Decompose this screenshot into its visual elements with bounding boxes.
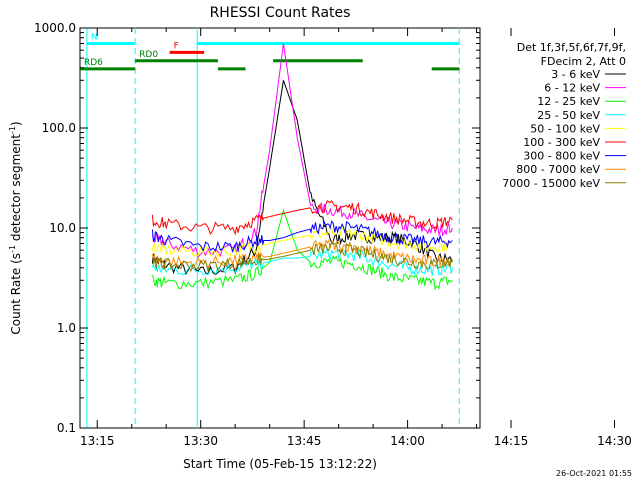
legend-entry-label: 12 - 25 keV bbox=[537, 95, 600, 108]
x-tick-label: 14:00 bbox=[390, 434, 425, 448]
flag-label-rd0: RD0 bbox=[139, 50, 158, 60]
legend: Det 1f,3f,5f,6f,7f,9f,FDecim 2, Att 03 -… bbox=[502, 41, 626, 190]
flag-label-f: F bbox=[174, 41, 179, 51]
series-line bbox=[151, 208, 453, 291]
series-line bbox=[151, 200, 453, 236]
y-tick-label: 1000.0 bbox=[34, 21, 76, 35]
legend-entry-label: 6 - 12 keV bbox=[544, 82, 600, 95]
x-tick-label: 13:15 bbox=[80, 434, 115, 448]
series-line bbox=[151, 219, 453, 254]
series-line bbox=[151, 238, 453, 270]
legend-entry-label: 800 - 7000 keV bbox=[516, 163, 600, 176]
flag-label-rd6: RD6 bbox=[84, 58, 103, 68]
x-tick-label: 13:30 bbox=[183, 434, 218, 448]
legend-header: FDecim 2, Att 0 bbox=[541, 55, 626, 68]
x-axis-label: Start Time (05-Feb-15 13:12:22) bbox=[183, 457, 377, 471]
flag-label-n: N bbox=[91, 32, 98, 42]
series-line bbox=[151, 225, 453, 259]
series-line bbox=[151, 80, 453, 276]
plot-frame bbox=[79, 27, 481, 429]
series-line bbox=[151, 241, 453, 273]
x-tick-label: 13:45 bbox=[287, 434, 322, 448]
y-tick-label: 10.0 bbox=[49, 221, 76, 235]
legend-header: Det 1f,3f,5f,6f,7f,9f, bbox=[517, 41, 626, 54]
legend-entry-label: 100 - 300 keV bbox=[523, 136, 600, 149]
y-axis-label: Count Rate (s-1 detector segment-1) bbox=[8, 121, 23, 334]
legend-entry-label: 3 - 6 keV bbox=[551, 68, 600, 81]
timestamp: 26-Oct-2021 01:55 bbox=[556, 469, 632, 478]
legend-entry-label: 7000 - 15000 keV bbox=[502, 177, 600, 190]
series-line bbox=[151, 43, 453, 258]
legend-entry-label: 300 - 800 keV bbox=[523, 150, 600, 163]
y-tick-label: 0.1 bbox=[57, 421, 76, 435]
y-tick-label: 1.0 bbox=[57, 321, 76, 335]
chart-title: RHESSI Count Rates bbox=[210, 5, 351, 21]
y-tick-label: 100.0 bbox=[42, 121, 76, 135]
legend-entry-label: 50 - 100 keV bbox=[530, 122, 600, 135]
x-tick-label: 14:15 bbox=[494, 434, 529, 448]
x-tick-label: 14:30 bbox=[597, 434, 632, 448]
legend-entry-label: 25 - 50 keV bbox=[537, 109, 600, 122]
